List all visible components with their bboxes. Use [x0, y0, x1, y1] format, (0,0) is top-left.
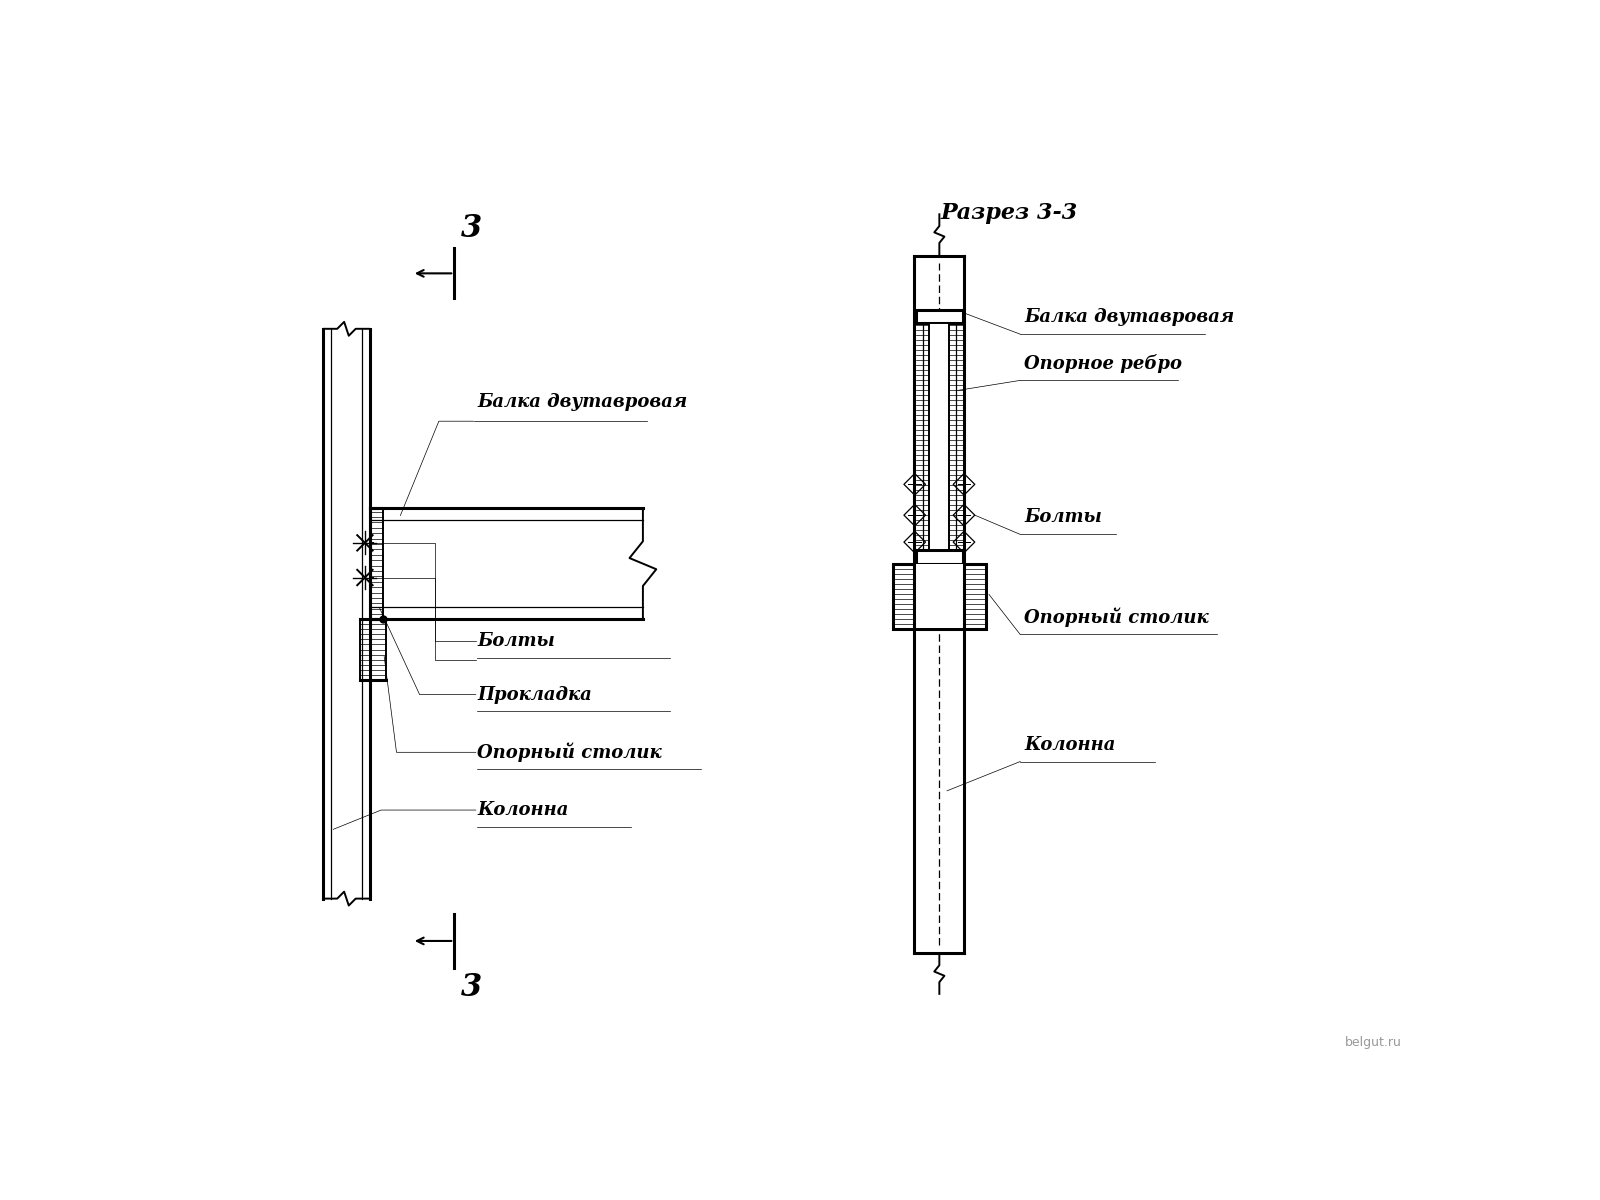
Text: 3: 3: [461, 972, 482, 1002]
Text: Опорный столик: Опорный столик: [477, 743, 662, 762]
Text: Колонна: Колонна: [477, 802, 568, 820]
Text: Болты: Болты: [477, 631, 555, 649]
Bar: [915, 550, 963, 564]
Text: Опорный столик: Опорный столик: [1024, 607, 1208, 628]
Text: Разрез 3-3: Разрез 3-3: [941, 203, 1077, 224]
Text: belgut.ru: belgut.ru: [1344, 1036, 1402, 1049]
Bar: [915, 310, 963, 324]
Bar: [930, 324, 949, 550]
Text: Балка двутавровая: Балка двутавровая: [477, 392, 688, 410]
Bar: [914, 564, 965, 629]
Text: Опорное ребро: Опорное ребро: [1024, 354, 1182, 373]
Text: Прокладка: Прокладка: [477, 685, 592, 703]
Text: Болты: Болты: [1024, 509, 1102, 527]
Bar: [893, 564, 986, 629]
Text: Колонна: Колонна: [1024, 736, 1115, 754]
Text: 3: 3: [461, 214, 482, 244]
Text: Балка двутавровая: Балка двутавровая: [1024, 308, 1234, 326]
